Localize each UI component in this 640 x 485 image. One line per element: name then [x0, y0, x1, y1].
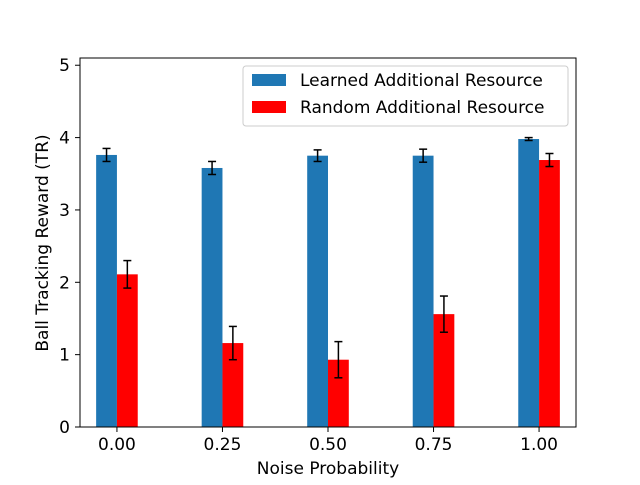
legend-label-0: Learned Additional Resource: [300, 71, 543, 91]
bar-learned-0: [96, 154, 117, 427]
x-tick-label-4: 1.00: [520, 435, 558, 455]
y-tick-label-0: 0: [59, 418, 70, 438]
bar-learned-1: [201, 167, 223, 427]
bar-learned-3: [412, 155, 434, 428]
y-tick-label-2: 2: [59, 273, 70, 293]
y-tick-label-3: 3: [59, 201, 70, 221]
bars-group: [96, 139, 560, 428]
x-tick-label-2: 0.50: [309, 435, 347, 455]
legend: Learned Additional Resource Random Additi…: [242, 65, 569, 127]
bar-learned-2: [307, 155, 328, 428]
y-tick-label-4: 4: [59, 129, 70, 149]
x-tick-label-0: 0.00: [98, 435, 136, 455]
y-axis-label: Ball Tracking Reward (TR): [33, 134, 53, 351]
bar-random-2: [328, 359, 349, 427]
x-axis-label: Noise Probability: [257, 459, 399, 479]
legend-swatch-0: [252, 74, 286, 86]
x-tick-label-3: 0.75: [415, 435, 453, 455]
x-tick-label-1: 0.25: [204, 435, 242, 455]
bar-random-1: [222, 343, 244, 427]
bar-random-3: [433, 314, 455, 427]
y-tick-label-5: 5: [59, 56, 70, 76]
bar-random-0: [116, 274, 138, 427]
error-bars-group: [102, 136, 554, 379]
axes-group: 0.00 0.25 0.50 0.75 1.00 0 1 2 3 4 5: [59, 56, 577, 455]
legend-box: [242, 65, 569, 127]
y-tick-label-1: 1: [59, 346, 70, 366]
legend-label-1: Random Additional Resource: [300, 98, 545, 118]
legend-swatch-1: [252, 101, 286, 113]
bar-learned-4: [518, 139, 540, 428]
bar-random-4: [539, 160, 560, 428]
